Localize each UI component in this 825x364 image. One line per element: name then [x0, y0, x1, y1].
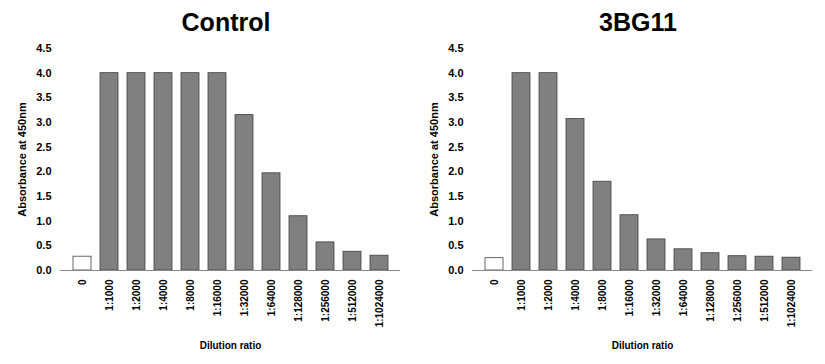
svg-text:1:4000: 1:4000	[158, 279, 169, 311]
svg-text:2.0: 2.0	[36, 165, 51, 177]
svg-text:1:512000: 1:512000	[759, 279, 770, 322]
svg-text:0: 0	[77, 279, 88, 285]
svg-text:4.5: 4.5	[36, 42, 51, 54]
svg-text:1:128000: 1:128000	[293, 279, 304, 322]
svg-text:0.5: 0.5	[448, 239, 463, 251]
svg-text:1:1024000: 1:1024000	[374, 279, 385, 327]
svg-text:1:16000: 1:16000	[624, 279, 635, 316]
svg-text:4.0: 4.0	[36, 67, 51, 79]
svg-text:1:128000: 1:128000	[705, 279, 716, 322]
svg-text:1:2000: 1:2000	[543, 279, 554, 311]
svg-text:3.5: 3.5	[448, 91, 463, 103]
svg-text:1:32000: 1:32000	[651, 279, 662, 316]
html-text:Control: Control	[181, 8, 271, 36]
svg-text:0.0: 0.0	[36, 264, 51, 276]
svg-text:Dilution ratio: Dilution ratio	[612, 340, 674, 351]
html-text:3BG11: 3BG11	[599, 8, 677, 36]
svg-text:1:256000: 1:256000	[320, 279, 331, 322]
svg-text:3.5: 3.5	[36, 91, 51, 103]
svg-text:1.0: 1.0	[448, 215, 463, 227]
svg-text:1:32000: 1:32000	[239, 279, 250, 316]
svg-text:3.0: 3.0	[448, 116, 463, 128]
svg-text:1:256000: 1:256000	[732, 279, 743, 322]
svg-text:4.0: 4.0	[448, 67, 463, 79]
svg-text:0.5: 0.5	[36, 239, 51, 251]
svg-text:1:8000: 1:8000	[597, 279, 608, 311]
svg-text:1:8000: 1:8000	[185, 279, 196, 311]
svg-text:1:1000: 1:1000	[104, 279, 115, 311]
svg-text:1:1024000: 1:1024000	[786, 279, 797, 327]
svg-text:4.5: 4.5	[448, 42, 463, 54]
svg-text:Dilution ratio: Dilution ratio	[200, 340, 262, 351]
svg-text:1:2000: 1:2000	[131, 279, 142, 311]
svg-text:1:64000: 1:64000	[266, 279, 277, 316]
svg-text:1.5: 1.5	[36, 190, 51, 202]
svg-text:1:512000: 1:512000	[347, 279, 358, 322]
svg-text:2.5: 2.5	[448, 141, 463, 153]
svg-text:1.0: 1.0	[36, 215, 51, 227]
svg-text:3.0: 3.0	[36, 116, 51, 128]
svg-text:1.5: 1.5	[448, 190, 463, 202]
svg-text:1:64000: 1:64000	[678, 279, 689, 316]
svg-text:0: 0	[489, 279, 500, 285]
svg-text:1:16000: 1:16000	[212, 279, 223, 316]
svg-text:0.0: 0.0	[448, 264, 463, 276]
svg-text:Absorbance at 450nm: Absorbance at 450nm	[16, 102, 28, 217]
svg-text:1:1000: 1:1000	[516, 279, 527, 311]
svg-text:Absorbance at 450nm: Absorbance at 450nm	[428, 102, 440, 217]
svg-text:1:4000: 1:4000	[570, 279, 581, 311]
svg-text:2.0: 2.0	[448, 165, 463, 177]
svg-text:2.5: 2.5	[36, 141, 51, 153]
